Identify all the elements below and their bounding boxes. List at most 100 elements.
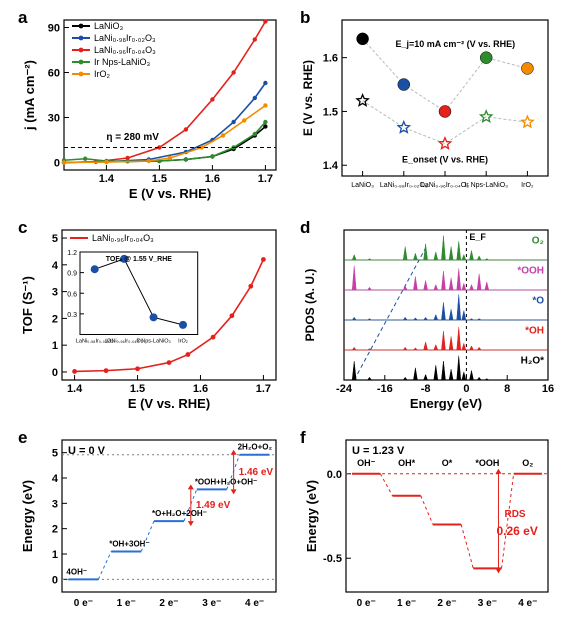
svg-text:4 e⁻: 4 e⁻ — [245, 598, 264, 609]
svg-text:OH*: OH* — [398, 458, 416, 468]
svg-text:-0.5: -0.5 — [323, 553, 342, 565]
panel-svg-a: 1.41.51.61.70306090E (V vs. RHE)j (mA cm… — [14, 6, 286, 206]
svg-text:IrO₂: IrO₂ — [521, 182, 534, 189]
svg-text:IrO₂: IrO₂ — [178, 339, 188, 345]
svg-text:1.5: 1.5 — [323, 106, 338, 118]
svg-text:E_j=10 mA cm⁻² (V vs. RHE): E_j=10 mA cm⁻² (V vs. RHE) — [395, 39, 515, 49]
svg-text:2: 2 — [52, 313, 58, 325]
svg-text:O₂: O₂ — [522, 458, 533, 468]
svg-text:2 e⁻: 2 e⁻ — [437, 598, 456, 609]
svg-text:0: 0 — [54, 158, 60, 170]
svg-text:Energy (eV): Energy (eV) — [20, 480, 35, 552]
panel-label-e: e — [18, 428, 27, 448]
svg-text:1.49 eV: 1.49 eV — [196, 500, 231, 511]
svg-text:0.9: 0.9 — [67, 271, 77, 278]
svg-text:OH⁻: OH⁻ — [357, 458, 376, 468]
svg-text:LaNi₀.₉₆Ir₀.₀₄O₃: LaNi₀.₉₆Ir₀.₀₄O₃ — [94, 45, 156, 55]
svg-text:1 e⁻: 1 e⁻ — [117, 598, 136, 609]
panel-svg-f: -0.5 0.0 Energy (eV) U = 1.23 V 0 e⁻ 1 e⁻ 2 e⁻… — [296, 426, 558, 626]
svg-text:IrO₂: IrO₂ — [94, 69, 110, 79]
svg-text:LaNi₀.₉₈Ir₀.₀₂O₃: LaNi₀.₉₈Ir₀.₀₂O₃ — [94, 33, 156, 43]
svg-text:0: 0 — [463, 383, 469, 395]
svg-text:1.7: 1.7 — [256, 383, 271, 395]
panel-svg-e: 012345Energy (eV)U = 0 V0 e⁻1 e⁻2 e⁻3 e⁻… — [14, 426, 286, 626]
svg-text:8: 8 — [504, 383, 510, 395]
panel-label-f: f — [300, 428, 306, 448]
svg-text:3 e⁻: 3 e⁻ — [202, 598, 221, 609]
svg-text:1.6: 1.6 — [323, 53, 338, 65]
svg-text:0.3: 0.3 — [67, 312, 77, 319]
svg-text:H₂O*: H₂O* — [521, 356, 544, 367]
svg-text:Energy (eV): Energy (eV) — [410, 396, 482, 411]
panel-svg-d: -24-16-80816Energy (eV)PDOS (A. U.)E_FO₂… — [296, 216, 558, 416]
svg-text:E_onset (V vs. RHE): E_onset (V vs. RHE) — [402, 155, 488, 165]
svg-text:4OH⁻: 4OH⁻ — [66, 567, 87, 576]
panel-c: c1.41.51.61.7012345E (V vs. RHE)TOF (S⁻¹… — [14, 216, 286, 416]
svg-text:*OH+3OH⁻: *OH+3OH⁻ — [109, 539, 149, 548]
svg-text:3 e⁻: 3 e⁻ — [478, 598, 497, 609]
svg-text:1.6: 1.6 — [205, 173, 220, 185]
svg-text:1.4: 1.4 — [99, 173, 115, 185]
svg-text:1.46 eV: 1.46 eV — [239, 467, 274, 478]
svg-text:O₂: O₂ — [532, 236, 544, 247]
svg-text:E_F: E_F — [469, 232, 486, 242]
svg-text:1 e⁻: 1 e⁻ — [397, 598, 416, 609]
svg-text:U = 0 V: U = 0 V — [68, 445, 106, 457]
svg-text:-8: -8 — [421, 383, 431, 395]
svg-text:Ir Nps-LaNiO₃: Ir Nps-LaNiO₃ — [464, 182, 508, 189]
svg-text:LaNi₀.₉₆Ir₀.₀₄O₃: LaNi₀.₉₆Ir₀.₀₄O₃ — [92, 233, 154, 243]
panel-f: f -0.5 0.0 Energy (eV) U = 1.23 V 0 e⁻ 1 e⁻ 2 e… — [296, 426, 558, 626]
svg-text:0 e⁻: 0 e⁻ — [74, 598, 93, 609]
svg-text:E (V vs. RHE): E (V vs. RHE) — [129, 186, 211, 201]
svg-text:*OOH+H₂O+OH⁻: *OOH+H₂O+OH⁻ — [195, 477, 257, 486]
svg-text:LaNiO₃: LaNiO₃ — [94, 21, 124, 31]
svg-text:*OH: *OH — [525, 326, 544, 337]
svg-text:1.5: 1.5 — [152, 173, 167, 185]
svg-text:3: 3 — [52, 498, 58, 510]
svg-text:1: 1 — [52, 340, 58, 352]
panel-svg-c: 1.41.51.61.7012345E (V vs. RHE)TOF (S⁻¹)… — [14, 216, 286, 416]
svg-text:4 e⁻: 4 e⁻ — [518, 598, 537, 609]
svg-text:5: 5 — [52, 448, 58, 460]
svg-text:TOFᵢᵣ @ 1.55 V_RHE: TOFᵢᵣ @ 1.55 V_RHE — [106, 256, 173, 263]
svg-text:60: 60 — [48, 68, 60, 80]
svg-text:O*: O* — [442, 458, 453, 468]
svg-text:16: 16 — [542, 383, 554, 395]
svg-text:*O: *O — [532, 296, 544, 307]
svg-text:0: 0 — [52, 367, 58, 379]
svg-text:*OOH: *OOH — [475, 458, 499, 468]
svg-text:*OOH: *OOH — [517, 266, 544, 277]
panel-label-d: d — [300, 218, 310, 238]
panel-b: b1.41.51.6E (V vs. RHE)LaNiO₃LaNi₀.₉₈Ir₀… — [296, 6, 558, 206]
panel-a: a1.41.51.61.70306090E (V vs. RHE)j (mA c… — [14, 6, 286, 206]
panel-label-b: b — [300, 8, 310, 28]
svg-text:3: 3 — [52, 287, 58, 299]
svg-text:4: 4 — [52, 473, 59, 485]
svg-text:η = 280 mV: η = 280 mV — [106, 132, 159, 143]
svg-text:0 e⁻: 0 e⁻ — [357, 598, 376, 609]
svg-text:4: 4 — [52, 260, 59, 272]
svg-text:RDS: RDS — [504, 509, 525, 520]
panel-e: e012345Energy (eV)U = 0 V0 e⁻1 e⁻2 e⁻3 e… — [14, 426, 286, 626]
svg-text:1: 1 — [52, 549, 58, 561]
panel-d: d-24-16-80816Energy (eV)PDOS (A. U.)E_FO… — [296, 216, 558, 416]
panel-label-c: c — [18, 218, 27, 238]
svg-text:2 e⁻: 2 e⁻ — [159, 598, 178, 609]
svg-text:1.5: 1.5 — [130, 383, 145, 395]
svg-text:PDOS (A. U.): PDOS (A. U.) — [303, 269, 317, 342]
svg-text:0.0: 0.0 — [327, 469, 342, 481]
svg-text:1.6: 1.6 — [193, 383, 208, 395]
svg-text:1.2: 1.2 — [67, 250, 77, 257]
svg-text:TOF (S⁻¹): TOF (S⁻¹) — [20, 276, 35, 334]
svg-text:U = 1.23 V: U = 1.23 V — [352, 445, 405, 457]
svg-text:E (V vs. RHE): E (V vs. RHE) — [301, 60, 315, 136]
svg-text:1.7: 1.7 — [258, 173, 273, 185]
svg-text:Energy (eV): Energy (eV) — [304, 480, 319, 552]
svg-text:0.6: 0.6 — [67, 291, 77, 298]
svg-text:1.4: 1.4 — [323, 160, 339, 172]
svg-text:Ir Nps-LaNiO₃: Ir Nps-LaNiO₃ — [94, 57, 151, 67]
svg-text:30: 30 — [48, 113, 60, 125]
svg-text:2: 2 — [52, 524, 58, 536]
svg-text:0.26 eV: 0.26 eV — [496, 524, 537, 538]
panel-svg-b: 1.41.51.6E (V vs. RHE)LaNiO₃LaNi₀.₉₈Ir₀.… — [296, 6, 558, 206]
